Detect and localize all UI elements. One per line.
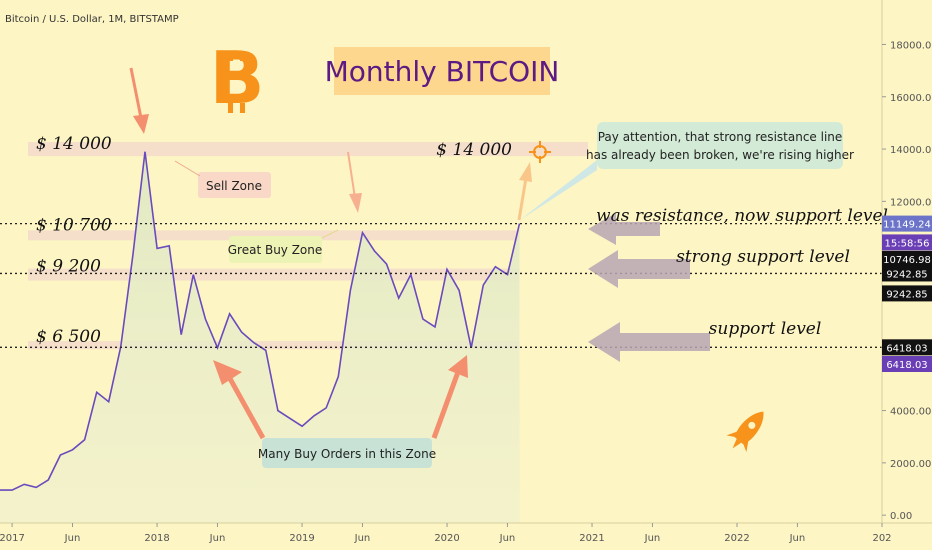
x-tick-label: 2022 — [724, 533, 749, 544]
price-badge-label: 6418.03 — [886, 343, 927, 354]
great-buy-zone-note: Great Buy Zone — [228, 236, 323, 263]
bitcoin-logo-icon: B — [210, 36, 265, 120]
pay-attention-line1: Pay attention, that strong resistance li… — [598, 130, 843, 144]
y-axis-ticks[interactable]: 18000.00 16000.00 14000.00 12000.00 4000.00 2… — [882, 40, 932, 522]
x-tick-label: 2018 — [144, 533, 169, 544]
sell-zone-note: Sell Zone — [198, 172, 271, 198]
y-tick-label: 0.00 — [890, 511, 912, 522]
x-tick-label: Jun — [499, 533, 516, 544]
price-line — [0, 151, 521, 491]
price-badge-label: 6418.03 — [886, 360, 927, 371]
x-tick-label: Jun — [644, 533, 661, 544]
pay-attention-pointer — [520, 160, 597, 220]
price-badge — [882, 356, 932, 373]
y-tick-label: 16000.00 — [890, 93, 932, 104]
pay-attention-line2: has already been broken, we're rising hi… — [586, 148, 854, 162]
price-badges: 11149.24 15:58:56 10746.98 9242.85 9242.85 64… — [882, 215, 932, 373]
symbol-header: Bitcoin / U.S. Dollar, 1M, BITSTAMP — [5, 14, 179, 25]
price-badge-label: 9242.85 — [886, 289, 927, 300]
level-label-6500: $ 6 500 — [36, 327, 101, 347]
arrow-low-2020 — [431, 355, 468, 439]
x-tick-label: Jun — [354, 533, 371, 544]
level-label-right-14000: $ 14 000 — [436, 140, 512, 160]
x-tick-label: 2020 — [434, 533, 459, 544]
price-area-fill — [0, 151, 520, 523]
y-tick-label: 18000.00 — [890, 40, 932, 51]
level-label-10700: $ 10 700 — [36, 215, 112, 235]
level-labels: $ 14 000 $ 14 000 $ 10 700 $ 9 200 $ 6 500 — [36, 134, 512, 347]
price-badge — [882, 339, 932, 356]
arrow-strong-support — [588, 250, 690, 288]
svg-text:B: B — [210, 36, 265, 120]
x-tick-label: 2019 — [289, 533, 314, 544]
x-tick-label: Jun — [64, 533, 81, 544]
many-buy-orders-note: Many Buy Orders in this Zone — [258, 438, 436, 468]
rocket-icon — [726, 411, 764, 453]
y-tick-label: 14000.00 — [890, 145, 932, 156]
arrow-peak-2017 — [129, 67, 149, 134]
sell-zone-text: Sell Zone — [206, 179, 262, 193]
price-badge — [882, 234, 932, 251]
zone-band-14000 — [28, 142, 588, 157]
price-badge-label: 11149.24 — [883, 220, 931, 231]
x-tick-label: Jun — [789, 533, 806, 544]
arrow-target-up — [517, 162, 532, 221]
pay-attention-note: Pay attention, that strong resistance li… — [586, 122, 854, 169]
great-buy-zone-text: Great Buy Zone — [228, 243, 323, 257]
price-badge — [882, 215, 932, 232]
arrow-peak-2019 — [347, 151, 362, 213]
x-tick-label: 2021 — [579, 533, 604, 544]
many-buy-orders-text: Many Buy Orders in this Zone — [258, 447, 436, 461]
strong-support-label: strong support level — [676, 247, 850, 267]
price-badge — [882, 250, 932, 267]
level-label-9200: $ 9 200 — [36, 257, 101, 277]
level-label-14000: $ 14 000 — [36, 134, 112, 154]
arrow-support — [588, 322, 710, 362]
crosshair-target-icon — [529, 141, 551, 163]
zone-band-6500 — [28, 341, 520, 350]
x-axis-ticks[interactable]: 2017 Jun 2018 Jun 2019 Jun 2020 Jun 2021 Jun 2022 J… — [0, 523, 892, 544]
support-label: support level — [709, 319, 822, 339]
x-tick-label: 2017 — [0, 533, 25, 544]
great-buy-connector — [321, 229, 339, 239]
level-lines — [0, 222, 882, 348]
was-resistance-label: was resistance, now support level — [596, 206, 888, 226]
y-tick-label: 4000.00 — [890, 407, 931, 418]
zone-band-10700 — [28, 230, 520, 241]
x-tick-label: 202 — [872, 533, 891, 544]
y-tick-label: 12000.00 — [890, 197, 932, 208]
price-badge-label: 15:58:56 — [885, 238, 930, 249]
price-badge — [882, 285, 932, 302]
title-box — [334, 47, 550, 95]
price-badge — [882, 265, 932, 282]
price-badge-label: 10746.98 — [883, 255, 931, 266]
arrow-low-2018 — [213, 360, 266, 440]
x-tick-label: Jun — [209, 533, 226, 544]
chart-title: Monthly BITCOIN — [325, 55, 560, 88]
price-badge-label: 9242.85 — [886, 269, 927, 280]
sell-zone-connector — [174, 160, 201, 177]
arrow-resistance-now-support — [588, 213, 660, 245]
y-tick-label: 2000.00 — [890, 459, 931, 470]
